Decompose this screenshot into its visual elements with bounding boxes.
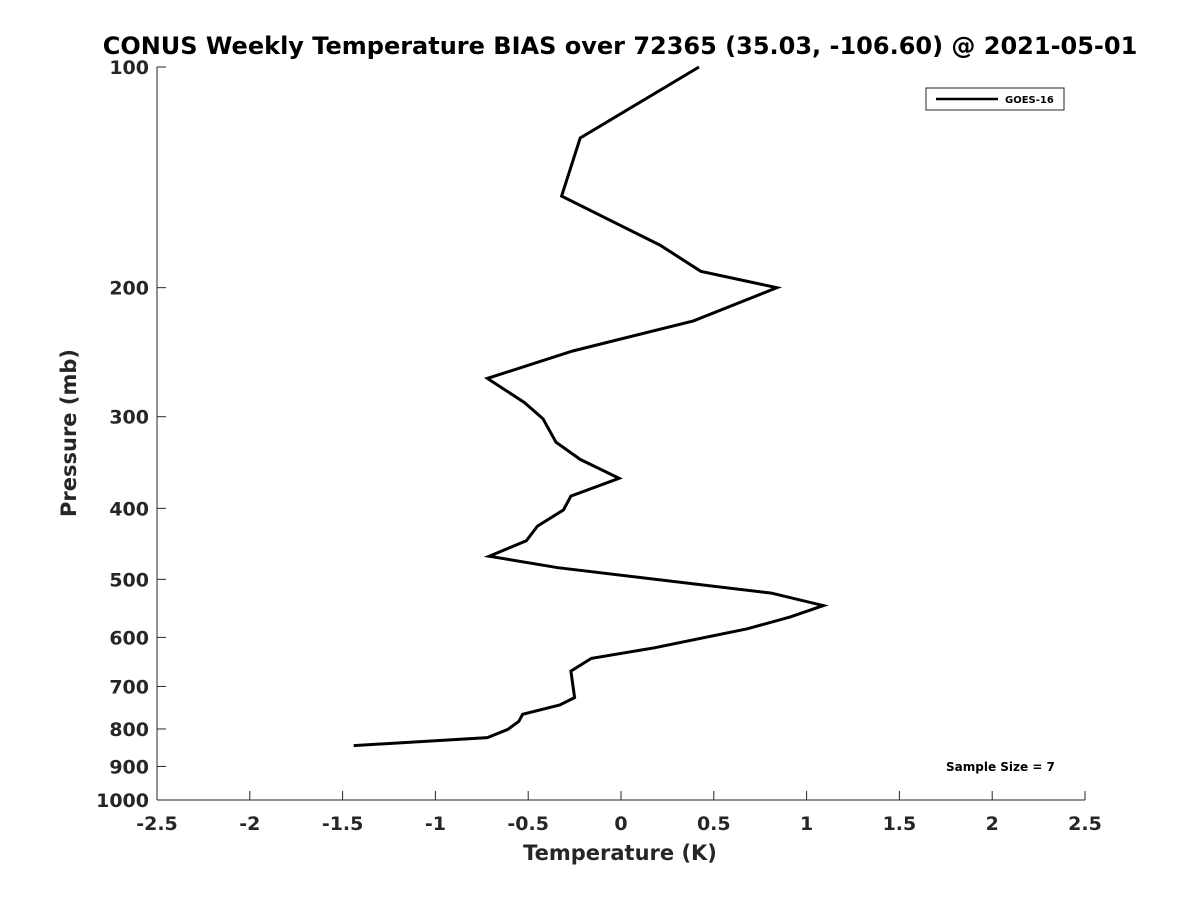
x-tick-label: 2.5 <box>1068 813 1102 835</box>
chart-title: CONUS Weekly Temperature BIAS over 72365… <box>103 32 1138 60</box>
x-tick-label: 0 <box>614 813 627 835</box>
x-axis-label: Temperature (K) <box>523 841 717 865</box>
y-tick-label: 1000 <box>96 790 149 812</box>
sample-size-annotation: Sample Size = 7 <box>946 760 1055 774</box>
y-tick-label: 400 <box>109 498 149 520</box>
y-tick-label: 600 <box>109 627 149 649</box>
x-tick-label: 2 <box>986 813 999 835</box>
x-tick-label: -2.5 <box>136 813 178 835</box>
y-tick-label: 300 <box>109 407 149 429</box>
x-tick-label: 1.5 <box>883 813 917 835</box>
axes: -2.5 -2 -1.5 -1 -0.5 0 0.5 1 1.5 2 2.5 100 200 300 400… <box>96 57 1102 835</box>
y-tick-label: 900 <box>109 756 149 778</box>
y-tick-label: 100 <box>109 57 149 79</box>
x-tick-label: -1.5 <box>322 813 364 835</box>
y-tick-label: 700 <box>109 676 149 698</box>
legend: GOES-16 <box>925 87 1065 111</box>
series-line-goes-16 <box>353 65 829 748</box>
x-tick-label: -2 <box>239 813 260 835</box>
x-tick-label: 0.5 <box>697 813 731 835</box>
x-tick-label: 1 <box>800 813 813 835</box>
y-tick-label: 500 <box>109 569 149 591</box>
x-tick-label: -0.5 <box>507 813 549 835</box>
x-tick-label: -1 <box>425 813 446 835</box>
legend-label-goes-16: GOES-16 <box>1005 95 1054 106</box>
y-tick-label: 800 <box>109 719 149 741</box>
y-tick-label: 200 <box>109 278 149 300</box>
y-axis-label: Pressure (mb) <box>57 349 81 517</box>
plot-area <box>353 65 829 748</box>
